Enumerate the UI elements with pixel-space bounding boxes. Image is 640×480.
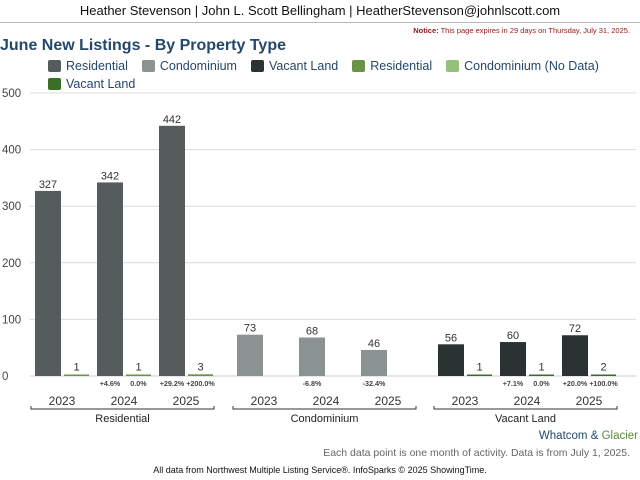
- x-group-label: Condominium: [291, 413, 359, 425]
- y-tick-label: 500: [2, 88, 21, 100]
- region-glacier: Glacier: [601, 430, 638, 442]
- x-tick-label-year: 2025: [375, 394, 402, 408]
- chart-title: June New Listings - By Property Type: [0, 37, 286, 54]
- legend-item: Residential: [48, 59, 128, 73]
- legend-swatch: [48, 78, 61, 90]
- legend-swatch: [250, 60, 264, 72]
- change-label: 0.0%: [130, 379, 147, 388]
- bar-residential-2023: [35, 190, 61, 376]
- bar-value-label: 68: [306, 326, 318, 338]
- y-tick-label: 400: [2, 145, 21, 157]
- bar-value-label: 342: [101, 170, 119, 182]
- bar-value-label: 60: [507, 330, 519, 342]
- bar-value-label: 1: [73, 362, 79, 374]
- change-label: +29.2%: [160, 379, 185, 388]
- group-bracket: [232, 406, 417, 410]
- y-tick-label: 0: [2, 371, 8, 383]
- bar-secondary-vacant-land-2023: [467, 374, 492, 376]
- bar-secondary-vacant-land-2024: [529, 374, 554, 376]
- region-amp: &: [587, 430, 602, 442]
- bar-residential-2025: [159, 125, 185, 376]
- x-tick-label-year: 2023: [452, 394, 479, 408]
- bar-condominium-2024: [299, 337, 325, 376]
- y-tick-label: 300: [2, 201, 21, 213]
- agent-header-text: Heather Stevenson | John L. Scott Bellin…: [79, 3, 561, 18]
- legend-item: Vacant Land: [250, 59, 339, 73]
- y-tick-label: 200: [2, 258, 21, 270]
- x-tick-label-year: 2025: [173, 394, 200, 408]
- x-tick-label-year: 2024: [514, 394, 541, 408]
- x-group-label: Residential: [95, 413, 149, 425]
- bar-secondary-residential-2025: [188, 374, 213, 376]
- bar-value-label: 2: [600, 362, 606, 374]
- bar-value-label: 72: [569, 323, 581, 335]
- bar-condominium-2023: [237, 334, 263, 376]
- x-tick-label-year: 2023: [49, 394, 76, 408]
- change-label: +100.0%: [589, 379, 618, 388]
- change-label: 0.0%: [533, 379, 550, 388]
- bar-condominium-2025: [361, 349, 387, 376]
- legend-label: Vacant Land: [66, 77, 136, 91]
- change-label: -32.4%: [363, 379, 386, 388]
- change-label: +200.0%: [186, 379, 215, 388]
- change-label: +20.0%: [563, 379, 588, 388]
- agent-header: Heather Stevenson | John L. Scott Bellin…: [0, 0, 640, 23]
- group-bracket: [30, 406, 215, 410]
- data-note: Each data point is one month of activity…: [323, 447, 630, 459]
- region-label: Whatcom & Glacier: [539, 430, 638, 442]
- data-source: All data from Northwest Multiple Listing…: [153, 465, 487, 475]
- bar-value-label: 1: [476, 362, 482, 374]
- y-tick-label: 100: [2, 314, 21, 326]
- bar-vacant-land-2023: [438, 344, 464, 376]
- legend-label: Vacant Land: [268, 59, 339, 73]
- legend-item: Condominium (No Data): [446, 59, 599, 73]
- legend-item: Residential: [352, 59, 432, 73]
- change-label: -6.8%: [303, 379, 322, 388]
- bar-value-label: 3: [197, 361, 203, 373]
- legend-label: Condominium (No Data): [464, 59, 599, 73]
- bar-value-label: 73: [244, 323, 256, 335]
- bar-value-label: 327: [39, 179, 57, 191]
- legend-label: Condominium: [159, 59, 237, 73]
- legend-swatch: [141, 60, 155, 72]
- expiry-notice: Notice: This page expires in 29 days on …: [413, 26, 630, 35]
- bar-value-label: 1: [135, 362, 141, 374]
- bar-secondary-residential-2024: [126, 374, 151, 376]
- x-tick-label-year: 2024: [111, 394, 138, 408]
- notice-text: This page expires in 29 days on Thursday…: [438, 26, 630, 35]
- legend-item: Condominium: [141, 59, 237, 73]
- group-bracket: [433, 406, 618, 410]
- x-tick-label-year: 2025: [576, 394, 603, 408]
- bar-chart: 0 100 200 300 400 500 327 1 2023 342 1 +4.6% 0.0% 202…: [2, 88, 636, 425]
- change-label: +7.1%: [503, 379, 524, 388]
- bar-vacant-land-2025: [562, 335, 588, 376]
- change-label: +4.6%: [100, 379, 121, 388]
- x-tick-label-year: 2023: [251, 394, 278, 408]
- bar-secondary-residential-2023: [64, 374, 89, 376]
- legend-swatch: [352, 60, 366, 72]
- region-whatcom: Whatcom: [538, 430, 588, 442]
- legend-label: Residential: [370, 59, 433, 73]
- bar-secondary-vacant-land-2025: [591, 374, 616, 376]
- legend-item: Vacant Land: [48, 77, 135, 91]
- notice-label: Notice:: [413, 26, 439, 35]
- x-group-label: Vacant Land: [495, 413, 556, 425]
- x-tick-label-year: 2024: [313, 394, 340, 408]
- legend-swatch: [48, 60, 61, 72]
- legend-swatch: [446, 60, 460, 72]
- bar-residential-2024: [97, 182, 123, 376]
- bar-value-label: 56: [445, 332, 457, 344]
- bar-value-label: 1: [538, 362, 544, 374]
- chart-legend: Residential Condominium Vacant Land Residen…: [48, 57, 628, 93]
- legend-label: Residential: [66, 59, 128, 73]
- bar-vacant-land-2024: [500, 342, 526, 376]
- bar-value-label: 442: [163, 114, 181, 126]
- bar-value-label: 46: [368, 338, 380, 350]
